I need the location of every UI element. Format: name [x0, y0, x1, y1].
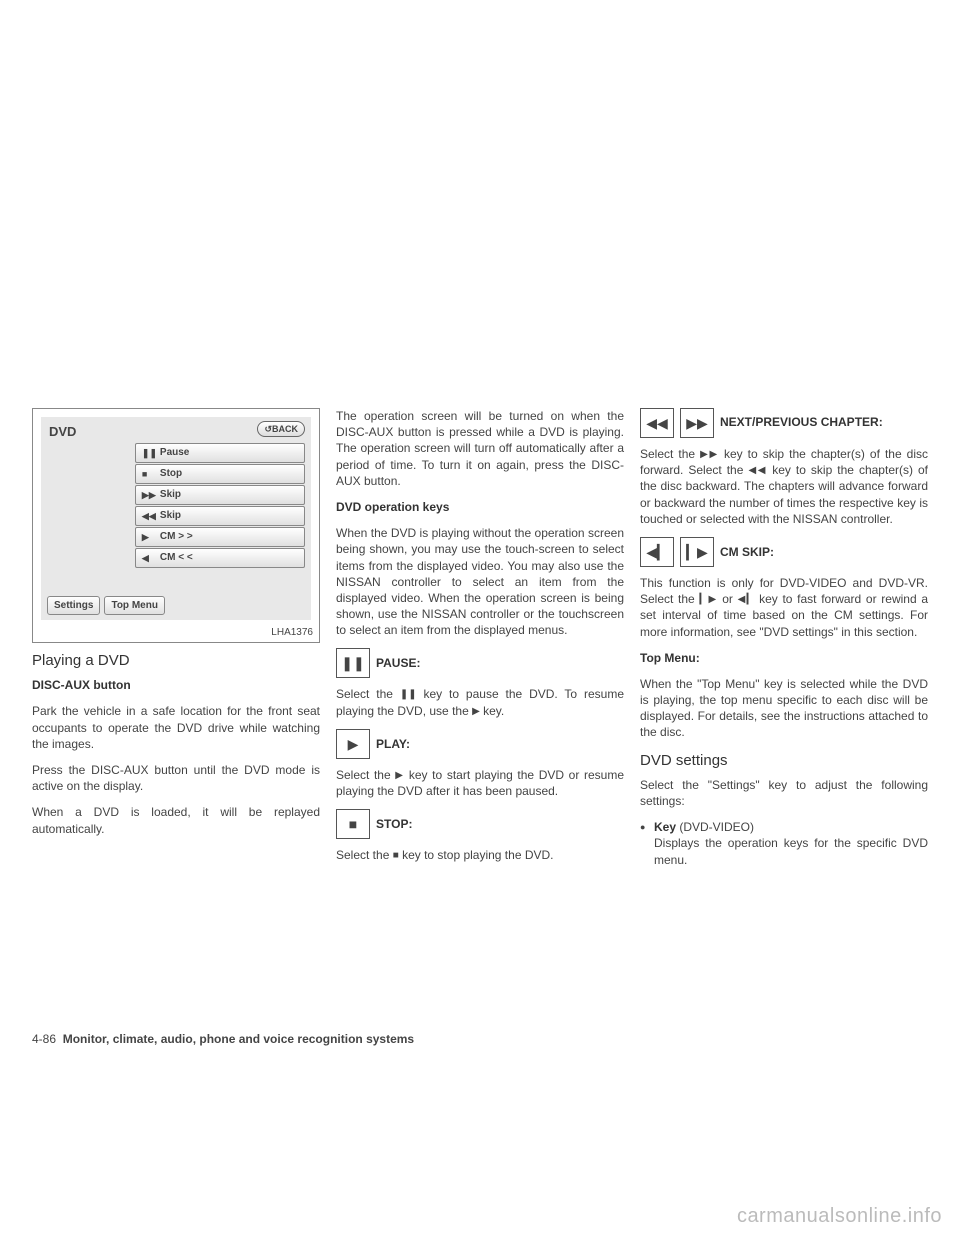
para: This function is only for DVD-VIDEO and …	[640, 575, 928, 640]
topmenu-button: Top Menu	[104, 596, 164, 616]
pause-icon: ❚❚	[142, 447, 157, 459]
settings-list: Key (DVD-VIDEO) Displays the operation ke…	[640, 819, 928, 868]
page-footer: 4-86 Monitor, climate, audio, phone and …	[32, 1032, 414, 1046]
top-menu-subheading: Top Menu:	[640, 650, 928, 666]
dvd-settings-heading: DVD settings	[640, 751, 928, 771]
menu-item-cm-fwd: ▶ CM > >	[135, 527, 305, 547]
playing-dvd-heading: Playing a DVD	[32, 651, 320, 671]
dvd-menu-list: ❚❚Pause ■ Stop ▶▶ Skip ◀◀ Skip ▶ CM > > ◀ CM …	[135, 443, 305, 569]
text: or	[718, 592, 738, 606]
menu-item-cm-back: ◀ CM < <	[135, 548, 305, 568]
skip-fwd-icon: ▶▶	[142, 489, 156, 501]
settings-button: Settings	[47, 596, 100, 616]
text: Select the	[336, 687, 400, 701]
pause-label: PAUSE:	[376, 655, 420, 671]
menu-label: CM > >	[160, 530, 193, 544]
para: When a DVD is loaded, it will be replaye…	[32, 804, 320, 836]
menu-label: Pause	[160, 446, 189, 460]
para: When the "Top Menu" key is selected whil…	[640, 676, 928, 741]
bottom-buttons: Settings Top Menu	[47, 596, 165, 616]
para: The operation screen will be turned on w…	[336, 408, 624, 489]
cm-skip-label: CM SKIP:	[720, 544, 774, 560]
section-title: Monitor, climate, audio, phone and voice…	[63, 1032, 414, 1046]
menu-label: Skip	[160, 488, 181, 502]
play-label: PLAY:	[376, 736, 410, 752]
cm-skip-row: ◀▎ ▎▶ CM SKIP:	[640, 537, 928, 567]
play-inline-icon: ▶	[395, 770, 404, 781]
play-inline-icon: ▶	[472, 706, 480, 717]
menu-label: Stop	[160, 467, 182, 481]
dvd-screen-inner: DVD ↺BACK ❚❚Pause ■ Stop ▶▶ Skip ◀◀ Skip ▶ C…	[41, 417, 311, 620]
stop-icon: ■	[336, 809, 370, 839]
pause-icon: ❚❚	[336, 648, 370, 678]
text: Select the	[336, 768, 395, 782]
text: key.	[480, 704, 504, 718]
text: Select the	[336, 848, 393, 862]
skip-back-icon: ◀◀	[142, 510, 156, 522]
watermark: carmanualsonline.info	[737, 1205, 942, 1228]
para: Park the vehicle in a safe location for …	[32, 703, 320, 752]
figure-code: LHA1376	[271, 626, 313, 640]
key-rest: (DVD-VIDEO)	[676, 820, 754, 834]
cm-back-icon: ◀	[142, 552, 149, 564]
para: Select the ■ key to stop playing the DVD…	[336, 847, 624, 863]
cm-fwd-icon: ▎▶	[680, 537, 714, 567]
para: Press the DISC-AUX button until the DVD …	[32, 762, 320, 794]
cm-fwd-inline-icon: ▎▶	[699, 594, 717, 605]
stop-row: ■ STOP:	[336, 809, 624, 839]
para: Select the "Settings" key to adjust the …	[640, 777, 928, 809]
pause-inline-icon: ❚❚	[400, 690, 417, 701]
next-inline-icon: ▶▶	[700, 449, 719, 460]
dvd-op-keys-subheading: DVD operation keys	[336, 499, 624, 515]
para: Select the ❚❚ key to pause the DVD. To r…	[336, 686, 624, 718]
back-button: ↺BACK	[257, 421, 305, 437]
menu-item-pause: ❚❚Pause	[135, 443, 305, 463]
pause-row: ❚❚ PAUSE:	[336, 648, 624, 678]
column-1: DVD ↺BACK ❚❚Pause ■ Stop ▶▶ Skip ◀◀ Skip ▶ C…	[32, 408, 320, 876]
prev-chapter-icon: ◀◀	[640, 408, 674, 438]
stop-label: STOP:	[376, 816, 412, 832]
column-3: ◀◀ ▶▶ NEXT/PREVIOUS CHAPTER: Select the …	[640, 408, 928, 876]
next-prev-label: NEXT/PREVIOUS CHAPTER:	[720, 416, 883, 429]
disc-aux-subheading: DISC-AUX button	[32, 677, 320, 693]
stop-icon: ■	[142, 468, 147, 480]
menu-item-skip-fwd: ▶▶ Skip	[135, 485, 305, 505]
next-prev-row: ◀◀ ▶▶ NEXT/PREVIOUS CHAPTER:	[640, 408, 928, 438]
para: Select the ▶ key to start playing the DV…	[336, 767, 624, 799]
menu-item-skip-back: ◀◀ Skip	[135, 506, 305, 526]
cm-back-inline-icon: ◀▎	[738, 594, 755, 605]
key-desc: Displays the operation keys for the spec…	[654, 836, 928, 866]
list-item: Key (DVD-VIDEO) Displays the operation ke…	[640, 819, 928, 868]
page-number: 4-86	[32, 1032, 56, 1046]
cm-fwd-icon: ▶	[142, 531, 149, 543]
cm-back-icon: ◀▎	[640, 537, 674, 567]
dvd-screen-figure: DVD ↺BACK ❚❚Pause ■ Stop ▶▶ Skip ◀◀ Skip ▶ C…	[32, 408, 320, 643]
menu-item-stop: ■ Stop	[135, 464, 305, 484]
text: key to stop playing the DVD.	[399, 848, 554, 862]
text: Select the	[640, 447, 700, 461]
para: When the DVD is playing without the oper…	[336, 525, 624, 638]
menu-label: Skip	[160, 509, 181, 523]
next-chapter-icon: ▶▶	[680, 408, 714, 438]
play-icon: ▶	[336, 729, 370, 759]
dvd-title: DVD	[49, 423, 76, 441]
prev-inline-icon: ◀◀	[748, 465, 767, 476]
para: Select the ▶▶ key to skip the chapter(s)…	[640, 446, 928, 527]
play-row: ▶ PLAY:	[336, 729, 624, 759]
column-2: The operation screen will be turned on w…	[336, 408, 624, 876]
key-bold: Key	[654, 820, 676, 834]
menu-label: CM < <	[160, 551, 193, 565]
